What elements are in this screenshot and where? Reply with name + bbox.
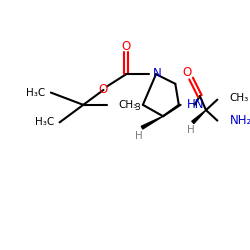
Text: NH₂: NH₂ [230, 114, 250, 127]
Text: H₃C: H₃C [35, 117, 54, 127]
Polygon shape [141, 116, 163, 129]
Text: H: H [136, 130, 143, 140]
Text: H: H [187, 125, 195, 135]
Text: N: N [152, 67, 161, 80]
Text: CH₃: CH₃ [118, 100, 138, 110]
Text: O: O [182, 66, 191, 79]
Text: 3: 3 [134, 103, 140, 112]
Text: CH₃: CH₃ [230, 93, 249, 103]
Text: HN: HN [187, 98, 204, 111]
Polygon shape [192, 110, 206, 124]
Text: H₃C: H₃C [26, 88, 46, 98]
Text: O: O [122, 40, 131, 52]
Text: O: O [99, 84, 108, 96]
